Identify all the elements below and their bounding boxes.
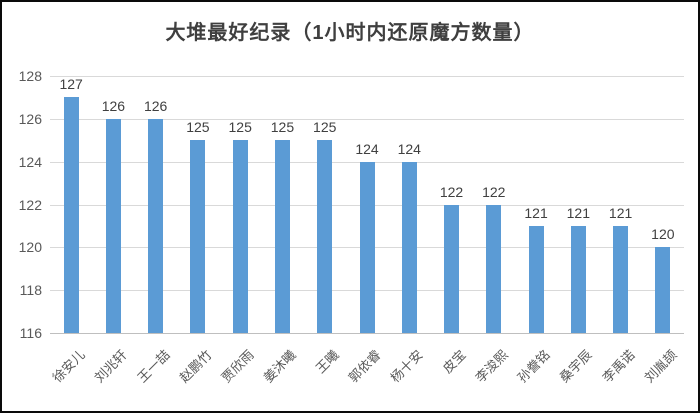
bar-刘兆轩 [105,118,121,333]
bar-徐安儿 [63,97,79,333]
bar-value-label: 121 [608,204,633,221]
y-axis-tick-label: 116 [19,325,42,341]
bar-value-label: 124 [355,140,379,157]
bar-value-label: 121 [566,204,590,221]
bar-value-label: 126 [101,97,126,114]
bar-value-label: 125 [270,119,295,136]
bar-value-label: 120 [651,226,675,243]
bar-桑宇辰 [570,225,586,333]
bar-value-label: 121 [524,204,548,221]
bar-value-label: 122 [439,183,464,200]
bar-value-label: 122 [482,183,506,200]
y-axis-tick-label: 120 [18,239,42,256]
y-axis-tick-label: 128 [18,68,42,84]
bar-李浚熙 [486,204,502,333]
chart-title: 大堆最好纪录（1小时内还原魔方数量） [165,22,535,44]
y-axis-tick-label: 124 [18,153,42,170]
y-axis-tick-label: 122 [18,196,42,213]
bar-value-label: 125 [228,119,252,136]
y-axis-tick-label: 126 [18,110,42,127]
bar-皮宝 [444,204,460,333]
bar-李禹诺 [613,225,629,333]
bar-孙誊铭 [528,225,544,333]
bar-value-label: 125 [186,119,210,136]
y-axis-tick-label: 118 [19,282,42,299]
bar-value-label: 124 [397,140,421,157]
y-gridline [50,76,684,77]
y-gridline [50,118,684,120]
bar-姜沐曦 [274,140,290,333]
bar-value-label: 126 [143,97,168,114]
bar-王一喆 [148,118,164,333]
bar-王曦 [317,140,333,333]
bar-郭依睿 [359,161,375,333]
bar-value-label: 125 [313,119,337,136]
bar-赵鹏竹 [190,140,206,333]
bar-贾欣雨 [232,140,248,333]
bar-刘胤颉 [655,247,671,333]
bar-杨十安 [401,161,417,333]
bar-value-label: 127 [59,76,83,93]
x-axis-line [50,333,684,334]
